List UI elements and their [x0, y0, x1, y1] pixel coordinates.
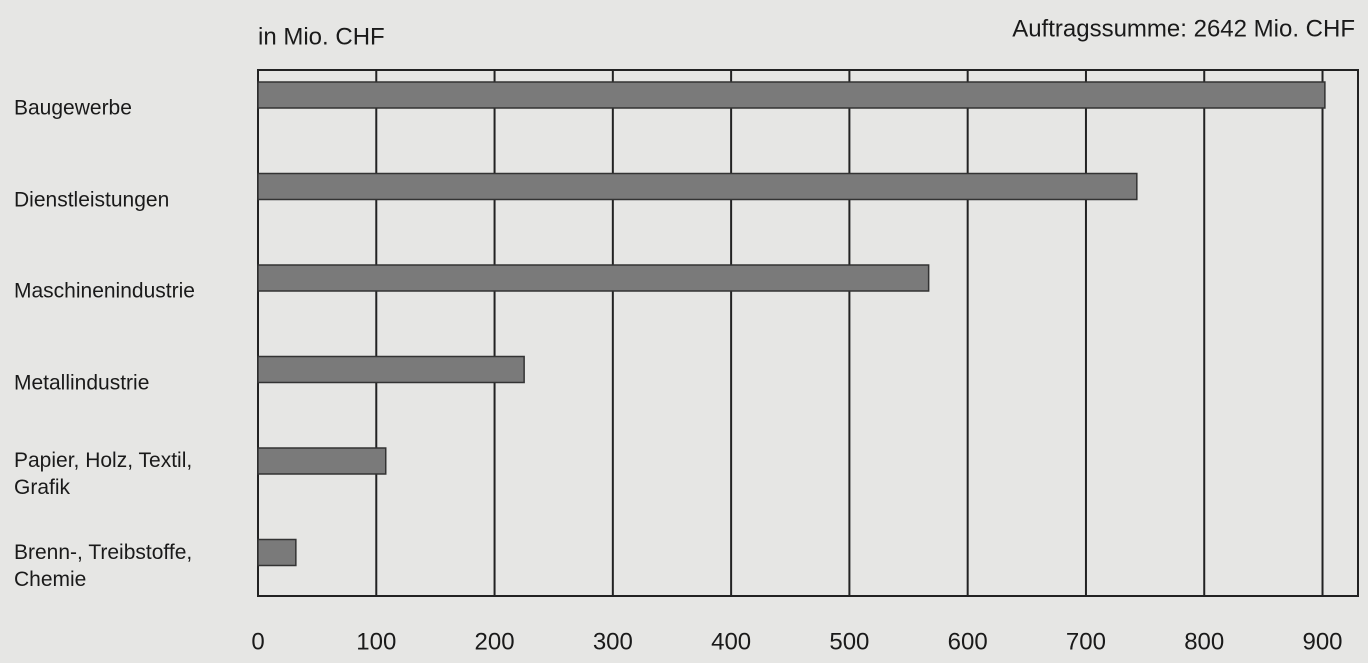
x-tick-label: 200	[475, 628, 515, 655]
axis-unit: in Mio. CHF	[258, 23, 385, 50]
x-tick-label: 100	[356, 628, 396, 655]
x-tick-label: 400	[711, 628, 751, 655]
bar	[257, 538, 297, 567]
y-tick-label: Dienstleistungen	[14, 188, 170, 211]
x-tick-label: 500	[829, 628, 869, 655]
bar	[257, 355, 525, 384]
x-tick-label: 300	[593, 628, 633, 655]
x-tick-label: 0	[251, 628, 264, 655]
annotation: Auftragssumme: 2642 Mio. CHF	[1012, 15, 1355, 42]
y-tick-label: Maschinenindustrie	[14, 279, 195, 303]
bar	[257, 447, 387, 475]
plot-frame	[257, 69, 1359, 597]
bar	[257, 172, 1138, 201]
y-tick-label: Metallindustrie	[14, 371, 150, 394]
x-tick-label: 900	[1302, 628, 1342, 655]
x-tick-label: 600	[948, 628, 988, 655]
x-tick-label: 700	[1066, 628, 1106, 655]
bar	[257, 264, 930, 292]
y-tick-label: Baugewerbe	[14, 96, 132, 120]
y-tick-label: Brenn-, Treibstoffe, Chemie	[14, 540, 193, 591]
x-tick-label: 800	[1184, 628, 1224, 655]
bar	[257, 81, 1326, 109]
y-tick-label: Papier, Holz, Textil, Grafik	[14, 449, 193, 499]
